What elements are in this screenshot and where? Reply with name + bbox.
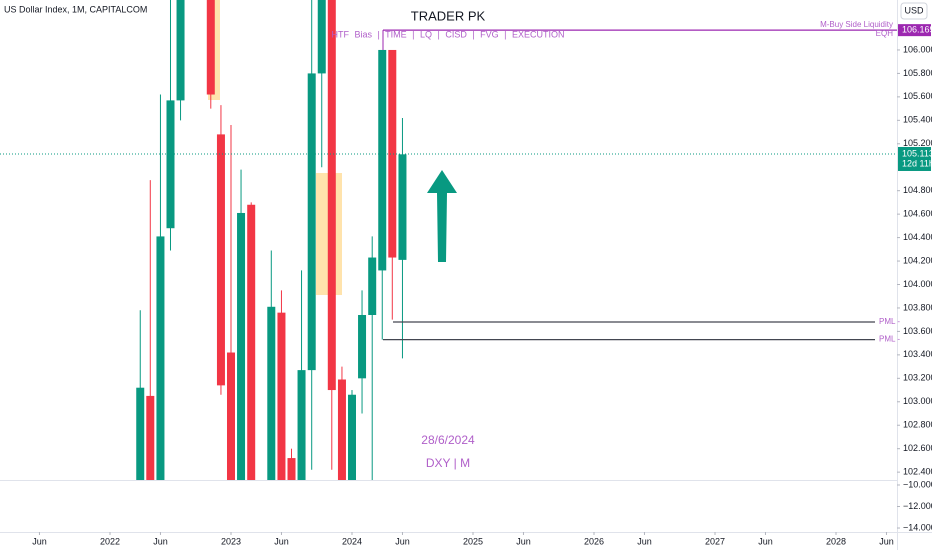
y-tick-label: 106.000	[903, 44, 932, 54]
x-tick-label: Jun	[395, 536, 410, 546]
x-tick-label: Jun	[879, 536, 894, 546]
annotation: DXY | M	[426, 456, 470, 470]
candle-body	[297, 370, 306, 480]
currency-button[interactable]	[900, 2, 928, 20]
candle-body	[378, 49, 387, 271]
y-tick-label: 103.800	[903, 302, 932, 312]
y-tick-label: 103.600	[903, 326, 932, 336]
x-tick-label: Jun	[516, 536, 531, 546]
candle-body	[317, 0, 326, 74]
candle-body	[337, 379, 346, 480]
candle-body	[136, 387, 145, 480]
candle-body	[358, 314, 367, 379]
level-name: PML -	[879, 335, 900, 344]
x-tick-label: 2024	[342, 536, 362, 546]
level-label: M-Buy Side Liquidity	[820, 20, 893, 29]
y-tick-label: 104.200	[903, 255, 932, 265]
candle-body	[176, 0, 185, 101]
x-tick-label: 2023	[221, 536, 241, 546]
candle-body	[166, 100, 175, 229]
y-tick-label: 104.600	[903, 209, 932, 219]
x-tick-label: Jun	[637, 536, 652, 546]
x-tick-label: 2027	[705, 536, 725, 546]
candle-body	[216, 134, 225, 386]
candle-body	[398, 154, 407, 260]
y-tick-label: 105.800	[903, 68, 932, 78]
candle-body	[368, 257, 377, 315]
y-tick-label: 103.200	[903, 373, 932, 383]
candle-body	[247, 204, 256, 480]
y-tick-label: 104.000	[903, 279, 932, 289]
y-tick-label: 102.400	[903, 467, 932, 477]
last-price-box	[898, 146, 931, 171]
y-tick-label: 102.600	[903, 443, 932, 453]
y-tick-label: −10.000	[903, 479, 932, 489]
y-tick-label: −14.000	[903, 522, 932, 532]
x-tick-label: Jun	[32, 536, 47, 546]
y-tick-label: 105.200	[903, 138, 932, 148]
x-tick-label: Jun	[153, 536, 168, 546]
currency[interactable]: USD	[904, 5, 924, 15]
candle-body	[347, 394, 356, 480]
x-tick-label: 2028	[826, 536, 846, 546]
y-tick-label: 104.400	[903, 232, 932, 242]
y-tick-label: 105.400	[903, 115, 932, 125]
level-name: EQH	[876, 29, 894, 38]
y-tick-label: 103.000	[903, 396, 932, 406]
annotation: HTF Bias | TIME | LQ | CISD | FVG | EXEC…	[331, 29, 564, 39]
level-name: PML -	[879, 317, 900, 326]
candle-body	[267, 306, 276, 480]
countdown: 12d 11h	[902, 158, 932, 168]
candle-body	[237, 212, 246, 480]
y-tick-label: 103.400	[903, 349, 932, 359]
candle-body	[206, 0, 215, 95]
y-tick-label: −12.000	[903, 501, 932, 511]
annotation: 28/6/2024	[421, 433, 475, 447]
candle-body	[146, 395, 155, 480]
level-price: 106.169	[902, 25, 932, 35]
candle-body	[287, 458, 296, 480]
y-tick-label: 102.800	[903, 420, 932, 430]
arrow	[427, 170, 457, 262]
x-tick-label: Jun	[274, 536, 289, 546]
candle-body	[388, 49, 397, 258]
y-tick-label: 105.600	[903, 91, 932, 101]
x-tick-label: 2026	[584, 536, 604, 546]
level-price-box	[898, 24, 931, 37]
candle-body	[307, 73, 316, 371]
candle-body	[156, 236, 165, 480]
last-price-label: 105.113	[902, 148, 932, 158]
x-tick-label: Jun	[758, 536, 773, 546]
candle-body	[277, 312, 286, 480]
candle-body	[226, 352, 235, 480]
y-tick-label: 104.800	[903, 185, 932, 195]
x-tick-label: 2022	[100, 536, 120, 546]
symbol-title: US Dollar Index, 1M, CAPITALCOM	[4, 4, 147, 14]
annotation: TRADER PK	[411, 8, 486, 23]
candle-body	[327, 0, 336, 391]
x-tick-label: 2025	[463, 536, 483, 546]
price-pane	[136, 0, 407, 480]
